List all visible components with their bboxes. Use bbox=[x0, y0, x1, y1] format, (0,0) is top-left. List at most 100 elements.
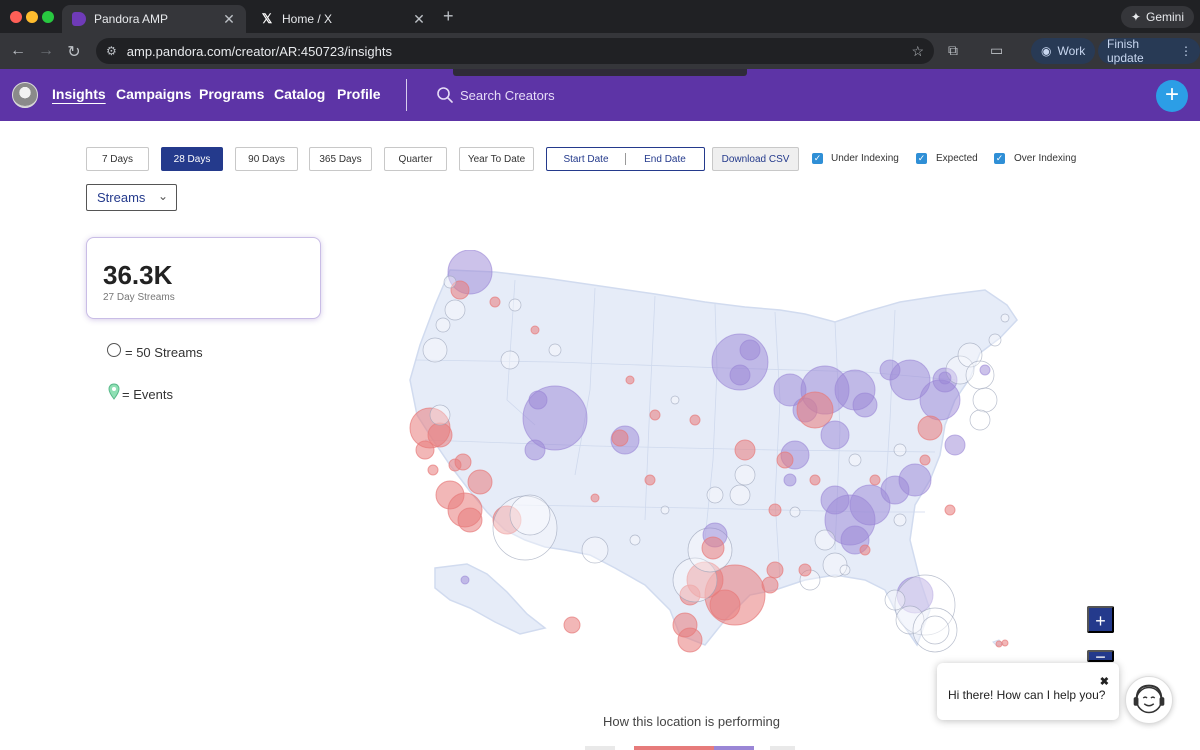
under-indexing-bubble[interactable] bbox=[852, 392, 878, 418]
back-arrow-icon[interactable]: ← bbox=[10, 42, 26, 59]
expected-bubble[interactable] bbox=[629, 534, 641, 546]
under-indexing-bubble[interactable] bbox=[879, 359, 901, 381]
reload-icon[interactable]: ↻ bbox=[67, 44, 81, 61]
tab-pandora-amp[interactable]: Pandora AMP ✕ bbox=[62, 5, 246, 33]
over-indexing-bubble[interactable] bbox=[995, 640, 1003, 648]
expected-bubble[interactable] bbox=[789, 506, 801, 518]
under-indexing-bubble[interactable] bbox=[739, 339, 761, 361]
expected-bubble[interactable] bbox=[734, 464, 756, 486]
artist-avatar[interactable] bbox=[12, 82, 38, 108]
expected-bubble[interactable] bbox=[429, 404, 451, 426]
expected-bubble[interactable] bbox=[706, 486, 724, 504]
address-bar[interactable]: ⚙ amp.pandora.com/creator/AR:450723/insi… bbox=[96, 38, 934, 64]
forward-arrow-icon[interactable]: → bbox=[38, 42, 54, 59]
under-indexing-checkbox[interactable]: ✓ bbox=[812, 153, 823, 164]
expected-bubble[interactable] bbox=[672, 557, 718, 603]
over-indexing-bubble[interactable] bbox=[450, 280, 470, 300]
search-icon[interactable] bbox=[436, 86, 454, 104]
add-button[interactable]: + bbox=[1156, 80, 1188, 112]
under-indexing-bubble[interactable] bbox=[820, 485, 850, 515]
over-indexing-bubble[interactable] bbox=[798, 563, 812, 577]
over-indexing-bubble[interactable] bbox=[489, 296, 501, 308]
expected-bubble[interactable] bbox=[508, 298, 522, 312]
under-indexing-bubble[interactable] bbox=[820, 420, 850, 450]
over-indexing-bubble[interactable] bbox=[689, 414, 701, 426]
date-range-picker[interactable]: Start Date End Date bbox=[546, 147, 705, 171]
over-indexing-bubble[interactable] bbox=[709, 589, 741, 621]
over-indexing-bubble[interactable] bbox=[776, 451, 794, 469]
site-settings-icon[interactable]: ⚙ bbox=[106, 44, 117, 58]
over-indexing-bubble[interactable] bbox=[1001, 639, 1009, 647]
expected-bubble[interactable] bbox=[435, 317, 451, 333]
over-indexing-bubble[interactable] bbox=[734, 439, 756, 461]
range-year-to-date-button[interactable]: Year To Date bbox=[459, 147, 534, 171]
over-indexing-bubble[interactable] bbox=[796, 391, 834, 429]
metric-select[interactable]: Streams ⌄ bbox=[86, 184, 177, 211]
over-indexing-bubble[interactable] bbox=[917, 415, 943, 441]
expected-bubble[interactable] bbox=[729, 484, 751, 506]
over-indexing-bubble[interactable] bbox=[761, 576, 779, 594]
expected-bubble[interactable] bbox=[972, 387, 998, 413]
range-quarter-button[interactable]: Quarter bbox=[384, 147, 447, 171]
expected-bubble[interactable] bbox=[884, 589, 906, 611]
more-menu-icon[interactable]: ⋮ bbox=[1180, 44, 1192, 58]
extensions-icon[interactable]: ⧉ bbox=[948, 42, 958, 58]
expected-bubble[interactable] bbox=[965, 360, 995, 390]
download-csv-button[interactable]: Download CSV bbox=[712, 147, 799, 171]
close-window-button[interactable] bbox=[10, 11, 22, 23]
under-indexing-bubble[interactable] bbox=[979, 364, 991, 376]
nav-campaigns[interactable]: Campaigns bbox=[116, 86, 192, 102]
over-indexing-bubble[interactable] bbox=[427, 422, 453, 448]
expected-checkbox[interactable]: ✓ bbox=[916, 153, 927, 164]
expected-bubble[interactable] bbox=[822, 552, 848, 578]
over-indexing-bubble[interactable] bbox=[530, 325, 540, 335]
range-90-days-button[interactable]: 90 Days bbox=[235, 147, 298, 171]
over-indexing-bubble[interactable] bbox=[563, 616, 581, 634]
expected-bubble[interactable] bbox=[492, 495, 558, 561]
under-indexing-bubble[interactable] bbox=[524, 439, 546, 461]
over-indexing-bubble[interactable] bbox=[611, 429, 629, 447]
expected-bubble[interactable] bbox=[444, 299, 466, 321]
finish-update-button[interactable]: Finish update ⋮ bbox=[1098, 37, 1200, 65]
range-365-days-button[interactable]: 365 Days bbox=[309, 147, 372, 171]
expected-bubble[interactable] bbox=[848, 453, 862, 467]
under-indexing-bubble[interactable] bbox=[460, 575, 470, 585]
under-indexing-bubble[interactable] bbox=[729, 364, 751, 386]
under-indexing-bubble[interactable] bbox=[896, 576, 934, 614]
expected-bubble[interactable] bbox=[957, 342, 983, 368]
nav-profile[interactable]: Profile bbox=[337, 86, 381, 102]
search-creators-input[interactable]: Search Creators bbox=[460, 88, 555, 103]
over-indexing-bubble[interactable] bbox=[809, 474, 821, 486]
bookmark-star-icon[interactable]: ☆ bbox=[911, 42, 924, 59]
over-indexing-bubble[interactable] bbox=[677, 627, 703, 653]
expected-bubble[interactable] bbox=[422, 337, 448, 363]
range-7-days-button[interactable]: 7 Days bbox=[86, 147, 149, 171]
cast-icon[interactable]: ▭ bbox=[990, 42, 1004, 58]
expected-bubble[interactable] bbox=[443, 275, 457, 289]
over-indexing-bubble[interactable] bbox=[427, 464, 439, 476]
expected-bubble[interactable] bbox=[945, 355, 975, 385]
under-indexing-bubble[interactable] bbox=[783, 473, 797, 487]
profile-button[interactable]: ◉ Work bbox=[1031, 38, 1096, 64]
expected-bubble[interactable] bbox=[660, 505, 670, 515]
expected-bubble[interactable] bbox=[500, 350, 520, 370]
expected-bubble[interactable] bbox=[920, 615, 950, 645]
expected-bubble[interactable] bbox=[548, 343, 562, 357]
expected-bubble[interactable] bbox=[969, 409, 991, 431]
over-indexing-bubble[interactable] bbox=[415, 440, 435, 460]
chat-bubble[interactable]: ✖ Hi there! How can I help you? bbox=[937, 663, 1119, 720]
gemini-button[interactable]: ✦ Gemini bbox=[1120, 6, 1194, 28]
close-icon[interactable]: ✖ bbox=[1099, 676, 1109, 688]
nav-catalog[interactable]: Catalog bbox=[274, 86, 326, 102]
map-zoom-in-button[interactable]: + bbox=[1087, 606, 1114, 633]
expected-bubble[interactable] bbox=[581, 536, 609, 564]
over-indexing-bubble[interactable] bbox=[869, 474, 881, 486]
chat-assistant-avatar-icon[interactable] bbox=[1125, 676, 1173, 724]
new-tab-icon[interactable]: + bbox=[443, 6, 454, 26]
under-indexing-bubble[interactable] bbox=[528, 390, 548, 410]
over-indexing-bubble[interactable] bbox=[768, 503, 782, 517]
over-indexing-bubble[interactable] bbox=[859, 544, 871, 556]
over-indexing-bubble[interactable] bbox=[644, 474, 656, 486]
under-indexing-bubble[interactable] bbox=[938, 371, 952, 385]
expected-bubble[interactable] bbox=[839, 564, 851, 576]
